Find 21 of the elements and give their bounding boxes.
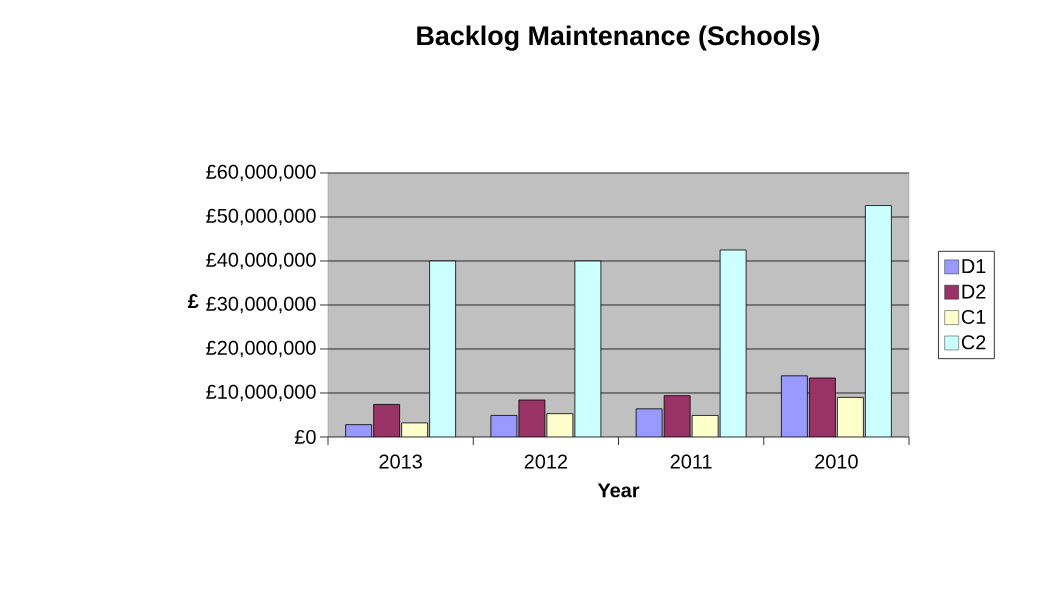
x-tick-label: 2010 bbox=[815, 454, 858, 469]
y-tick-label: £60,000,000 bbox=[206, 164, 316, 182]
y-tick-label: £20,000,000 bbox=[206, 340, 316, 358]
bar bbox=[836, 396, 864, 437]
x-axis-title: Year bbox=[597, 483, 640, 498]
x-tick-label: 2011 bbox=[670, 454, 712, 469]
bar bbox=[373, 404, 401, 437]
x-tick-label: 2013 bbox=[379, 454, 422, 469]
bar bbox=[808, 377, 836, 437]
y-tick-label: £30,000,000 bbox=[206, 296, 316, 314]
x-tick-label: 2012 bbox=[524, 454, 568, 469]
y-tick-label: £40,000,000 bbox=[206, 252, 316, 270]
y-tick-label: £50,000,000 bbox=[206, 208, 316, 226]
y-tick-label: £10,000,000 bbox=[206, 384, 316, 402]
y-axis-title: £ bbox=[187, 294, 199, 308]
legend-label: C1 bbox=[961, 309, 986, 324]
legend-label: D1 bbox=[962, 259, 986, 274]
chart-title: Backlog Maintenance (Schools) bbox=[417, 25, 820, 51]
y-tick-label: £0 bbox=[294, 429, 316, 445]
legend-label: D2 bbox=[962, 284, 986, 299]
legend-label: C2 bbox=[961, 335, 986, 350]
